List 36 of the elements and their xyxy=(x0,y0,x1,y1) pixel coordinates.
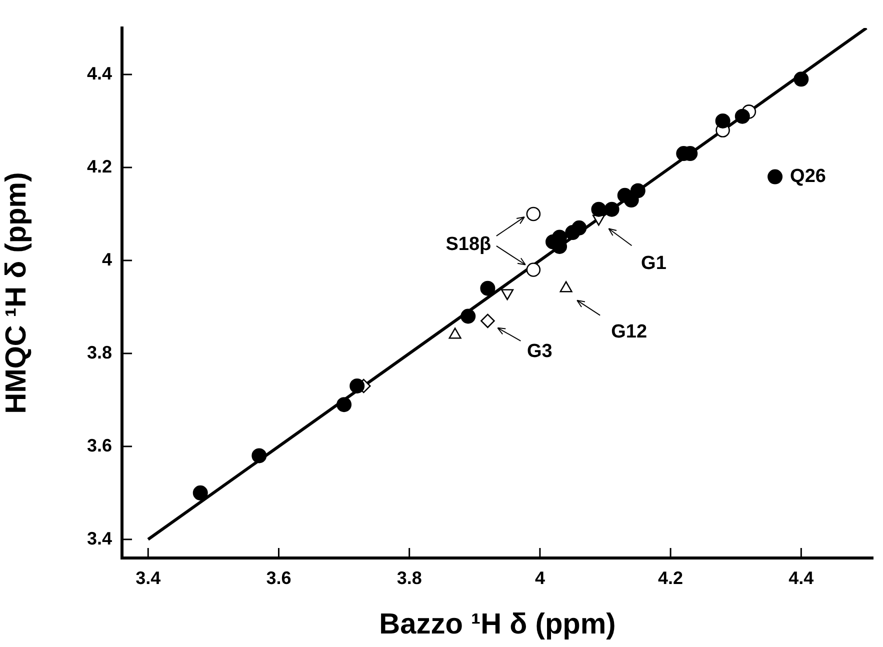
y-tick-label: 3.4 xyxy=(86,528,112,548)
x-tick-label: 3.6 xyxy=(266,568,292,588)
annotation: G12 xyxy=(611,322,648,343)
point xyxy=(336,397,352,412)
point xyxy=(604,202,620,217)
point xyxy=(460,308,476,324)
y-tick-label: 4.2 xyxy=(86,156,112,176)
point xyxy=(768,169,783,184)
x-tick-label: 4.4 xyxy=(788,568,814,588)
y-tick-label: 3.6 xyxy=(86,435,112,456)
annotation: Q26 xyxy=(790,166,826,188)
x-tick-label: 3.8 xyxy=(396,568,422,588)
x-axis-title: Bazzo ¹H δ (ppm) xyxy=(379,608,616,641)
point xyxy=(350,378,365,394)
point xyxy=(526,206,541,222)
point xyxy=(480,314,495,328)
y-tick-label: 4 xyxy=(102,249,112,270)
x-tick-label: 4.2 xyxy=(658,568,684,588)
point xyxy=(715,113,730,128)
x-tick-label: 4 xyxy=(534,568,545,588)
annotation: G1 xyxy=(641,252,667,274)
y-axis-title: HMQC ¹H δ (ppm) xyxy=(0,172,32,414)
x-tick-label: 3.4 xyxy=(136,568,161,588)
point xyxy=(252,448,267,464)
point xyxy=(480,280,496,296)
y-tick-label: 4.4 xyxy=(86,63,112,84)
annotation: S18β xyxy=(446,234,492,256)
point xyxy=(526,262,541,277)
point xyxy=(572,220,587,236)
annotation: G3 xyxy=(527,341,552,362)
point xyxy=(591,202,606,217)
y-tick-label: 3.8 xyxy=(86,342,112,362)
point xyxy=(794,72,809,87)
point xyxy=(630,183,646,198)
point xyxy=(734,108,750,124)
point xyxy=(192,485,208,500)
